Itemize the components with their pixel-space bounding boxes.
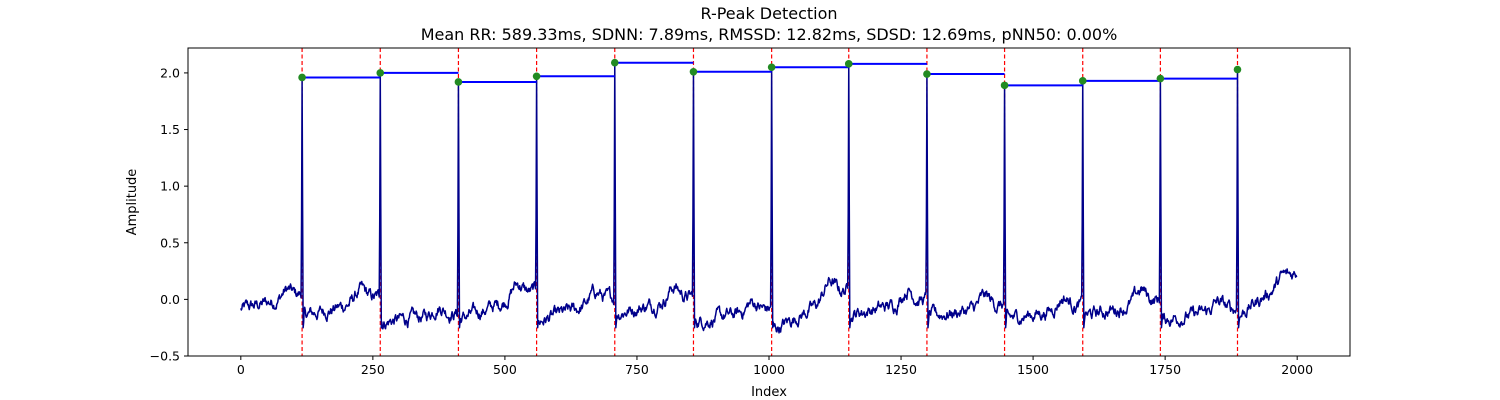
y-tick-label-5: 2.0 — [160, 65, 180, 80]
y-axis-ticks: −0.5 0.0 0.5 1.0 1.5 2.0 — [150, 65, 188, 364]
chart-title: R-Peak Detection — [700, 4, 837, 23]
x-tick-label-1: 250 — [361, 362, 385, 377]
x-tick-label-3: 750 — [625, 362, 649, 377]
y-tick-label-3: 1.0 — [160, 179, 180, 194]
x-tick-label-2: 500 — [493, 362, 517, 377]
r-peak-markers — [298, 58, 1242, 90]
r-peak-1 — [376, 69, 385, 77]
r-peak-9 — [1000, 81, 1009, 90]
ecg-signal-line — [240, 61, 1298, 334]
rr-interval-segments — [302, 61, 1238, 87]
x-tick-label-0: 0 — [237, 362, 245, 377]
x-tick-label-4: 1000 — [753, 362, 785, 377]
x-tick-label-6: 1500 — [1017, 362, 1049, 377]
x-axis-ticks: 0 250 500 750 1000 1250 1500 1750 2000 — [237, 356, 1313, 377]
r-peak-0 — [298, 73, 306, 82]
y-axis-label: Amplitude — [125, 169, 140, 236]
r-peak-3 — [532, 72, 541, 81]
chart-subtitle: Mean RR: 589.33ms, SDNN: 7.89ms, RMSSD: … — [421, 25, 1118, 44]
r-peak-6 — [767, 63, 776, 72]
x-axis-label: Index — [751, 385, 787, 400]
x-tick-label-7: 1750 — [1149, 362, 1181, 377]
signal-series — [240, 61, 1298, 334]
r-peak-11 — [1156, 74, 1165, 83]
r-peak-7 — [844, 60, 853, 68]
r-peak-8 — [923, 70, 931, 78]
y-tick-label-2: 0.5 — [160, 235, 180, 250]
r-peak-4 — [610, 58, 619, 67]
x-tick-label-5: 1250 — [885, 362, 917, 377]
y-tick-label-4: 1.5 — [160, 122, 180, 137]
x-tick-label-8: 2000 — [1281, 362, 1313, 377]
r-peak-12 — [1233, 65, 1242, 74]
peak-vlines — [301, 48, 1239, 356]
y-tick-label-1: 0.0 — [160, 292, 180, 307]
y-tick-label-0: −0.5 — [150, 349, 180, 364]
r-peak-10 — [1078, 77, 1087, 85]
r-peak-5 — [689, 67, 698, 76]
r-peak-2 — [454, 78, 463, 86]
